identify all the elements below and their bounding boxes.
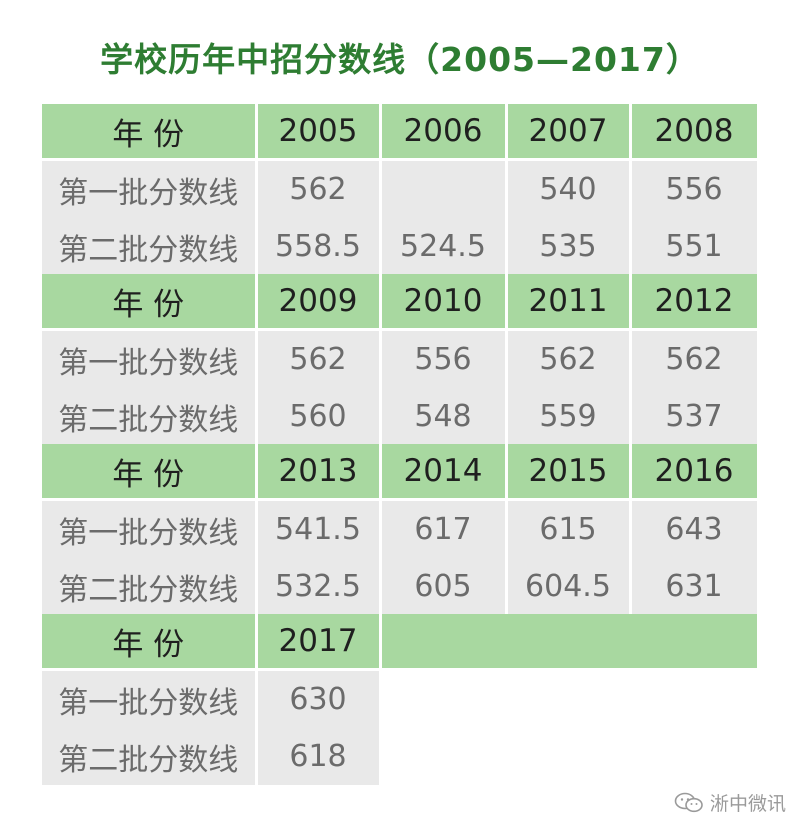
score-cell-second-batch: 618 <box>257 728 379 785</box>
year-header-cell: 2012 <box>631 274 757 328</box>
year-header-cell: 2011 <box>507 274 629 328</box>
score-cell-second-batch: 532.5 <box>257 558 379 615</box>
year-header-label: 年 份 <box>42 444 255 498</box>
score-cell-first-batch <box>381 161 505 218</box>
row-label-second-batch: 第二批分数线 <box>42 558 255 615</box>
score-cell-first-batch: 541.5 <box>257 501 379 558</box>
score-cell-first-batch: 562 <box>507 331 629 388</box>
year-header-cell: 2008 <box>631 104 757 158</box>
score-cell-second-batch: 559 <box>507 388 629 445</box>
score-cell-second-batch: 537 <box>631 388 757 445</box>
score-cell-second-batch: 524.5 <box>381 218 505 275</box>
year-header-cell: 2009 <box>257 274 379 328</box>
year-header-label: 年 份 <box>42 274 255 328</box>
year-header-cell: 2006 <box>381 104 505 158</box>
score-cell-first-batch: 615 <box>507 501 629 558</box>
year-header-filler <box>381 614 757 668</box>
wechat-icon <box>674 792 703 812</box>
score-cell-first-batch: 556 <box>631 161 757 218</box>
score-cell-first-batch: 562 <box>631 331 757 388</box>
score-cell-first-batch: 630 <box>257 671 379 728</box>
row-label-first-batch: 第一批分数线 <box>42 161 255 218</box>
empty-area <box>381 671 757 785</box>
score-cell-second-batch: 558.5 <box>257 218 379 275</box>
score-cell-second-batch: 548 <box>381 388 505 445</box>
score-cell-second-batch: 605 <box>381 558 505 615</box>
row-label-second-batch: 第二批分数线 <box>42 388 255 445</box>
page-title: 学校历年中招分数线（2005—2017） <box>100 40 700 79</box>
score-cell-first-batch: 562 <box>257 161 379 218</box>
row-label-second-batch: 第二批分数线 <box>42 218 255 275</box>
year-header-cell: 2014 <box>381 444 505 498</box>
score-cell-first-batch: 540 <box>507 161 629 218</box>
score-cell-first-batch: 562 <box>257 331 379 388</box>
row-label-first-batch: 第一批分数线 <box>42 501 255 558</box>
row-label-first-batch: 第一批分数线 <box>42 671 255 728</box>
score-cell-second-batch: 560 <box>257 388 379 445</box>
year-header-cell: 2005 <box>257 104 379 158</box>
year-header-label: 年 份 <box>42 104 255 158</box>
year-header-label: 年 份 <box>42 614 255 668</box>
year-header-cell: 2007 <box>507 104 629 158</box>
watermark: 淅中微讯 <box>674 789 786 816</box>
watermark-text: 淅中微讯 <box>709 793 786 815</box>
year-header-cell: 2010 <box>381 274 505 328</box>
score-table: 年 份 2005 2006 2007 2008 第一批分数线 第二批分数线 562 558.5 5… <box>42 104 758 787</box>
score-cell-first-batch: 556 <box>381 331 505 388</box>
score-cell-second-batch: 551 <box>631 218 757 275</box>
score-cell-first-batch: 643 <box>631 501 757 558</box>
year-header-cell: 2016 <box>631 444 757 498</box>
row-label-first-batch: 第一批分数线 <box>42 331 255 388</box>
year-header-cell: 2013 <box>257 444 379 498</box>
year-header-cell: 2017 <box>257 614 379 668</box>
row-label-second-batch: 第二批分数线 <box>42 728 255 785</box>
score-cell-second-batch: 604.5 <box>507 558 629 615</box>
score-cell-first-batch: 617 <box>381 501 505 558</box>
score-cell-second-batch: 535 <box>507 218 629 275</box>
score-cell-second-batch: 631 <box>631 558 757 615</box>
year-header-cell: 2015 <box>507 444 629 498</box>
